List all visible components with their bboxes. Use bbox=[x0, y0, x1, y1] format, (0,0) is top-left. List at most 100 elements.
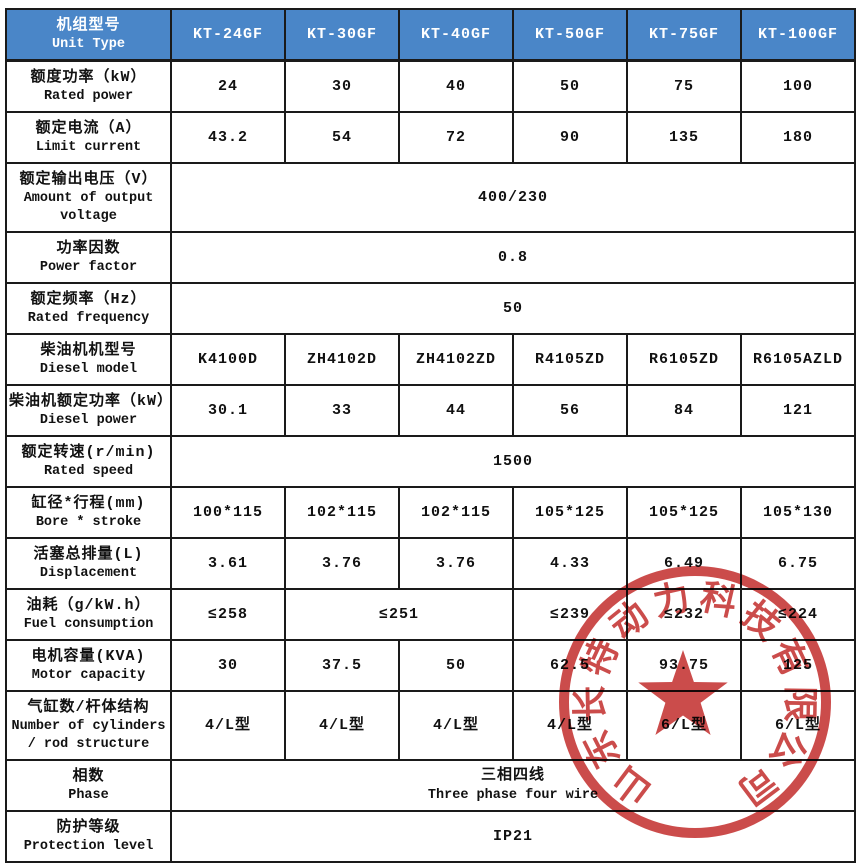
spec-cell: 93.75 bbox=[626, 639, 742, 692]
table-row: 柴油机额定功率（kW） Diesel power 30.1 33 44 56 84 121 bbox=[5, 384, 856, 437]
spec-value: 24 bbox=[217, 77, 238, 95]
row-label-en: Limit current bbox=[35, 140, 142, 155]
spec-value: 50 bbox=[445, 656, 466, 674]
spec-value: 40 bbox=[445, 77, 466, 95]
spec-cell: 180 bbox=[740, 111, 856, 164]
table-row: 防护等级 Protection level IP21 bbox=[5, 810, 856, 863]
spec-cell: 125 bbox=[740, 639, 856, 692]
spec-cell: ≤258 bbox=[170, 588, 286, 641]
spec-cell: ≤251 bbox=[284, 588, 514, 641]
header-model-kt-40gf: KT-40GF bbox=[398, 8, 514, 62]
row-label-en: Amount of output voltage bbox=[23, 191, 154, 224]
header-model-kt-30gf: KT-30GF bbox=[284, 8, 400, 62]
spec-value: IP21 bbox=[492, 827, 533, 845]
spec-cell: ZH4102D bbox=[284, 333, 400, 386]
spec-value: 6.75 bbox=[777, 554, 818, 572]
table-row: 额定输出电压（V） Amount of output voltage 400/230 bbox=[5, 162, 856, 233]
header-model-kt-100gf: KT-100GF bbox=[740, 8, 856, 62]
spec-value: 54 bbox=[331, 128, 352, 146]
spec-cell: 4/L型 bbox=[512, 690, 628, 761]
spec-cell: R6105ZD bbox=[626, 333, 742, 386]
spec-cell: 30 bbox=[284, 59, 400, 113]
spec-cell: R4105ZD bbox=[512, 333, 628, 386]
header-model-label: KT-75GF bbox=[648, 25, 719, 43]
spec-value: 0.8 bbox=[497, 248, 528, 266]
header-model-kt-75gf: KT-75GF bbox=[626, 8, 742, 62]
spec-cell: 75 bbox=[626, 59, 742, 113]
table-row: 额定电流（A） Limit current 43.2 54 72 90 135 180 bbox=[5, 111, 856, 164]
header-unit-type: 机组型号 Unit Type bbox=[5, 8, 172, 62]
spec-value: R4105ZD bbox=[534, 350, 605, 368]
table-row: 活塞总排量(L) Displacement 3.61 3.76 3.76 4.33 6.49… bbox=[5, 537, 856, 590]
row-label: 额定输出电压（V） Amount of output voltage bbox=[5, 162, 172, 233]
spec-value: 50 bbox=[502, 299, 523, 317]
table-row: 油耗（g/kW.h） Fuel consumption ≤258 ≤251 ≤239 ≤2… bbox=[5, 588, 856, 641]
spec-cell: 6/L型 bbox=[740, 690, 856, 761]
spec-value: 180 bbox=[782, 128, 813, 146]
spec-value: ZH4102ZD bbox=[415, 350, 496, 368]
spec-cell: 90 bbox=[512, 111, 628, 164]
row-label: 额定频率（Hz） Rated frequency bbox=[5, 282, 172, 335]
row-label-en: Number of cylinders / rod structure bbox=[11, 719, 166, 752]
spec-value: 56 bbox=[559, 401, 580, 419]
spec-cell: 4/L型 bbox=[170, 690, 286, 761]
row-label-en: Rated speed bbox=[43, 464, 134, 479]
spec-cell: 105*130 bbox=[740, 486, 856, 539]
spec-cell: 50 bbox=[398, 639, 514, 692]
spec-value: 3.76 bbox=[321, 554, 362, 572]
spec-value: 1500 bbox=[492, 452, 533, 470]
spec-value: 6.49 bbox=[663, 554, 704, 572]
spec-cell: 33 bbox=[284, 384, 400, 437]
spec-value: ≤224 bbox=[777, 605, 818, 623]
spec-cell: 3.76 bbox=[284, 537, 400, 590]
spec-value: 84 bbox=[673, 401, 694, 419]
spec-value: 37.5 bbox=[321, 656, 362, 674]
row-label-en: Rated frequency bbox=[27, 311, 150, 326]
row-label: 活塞总排量(L) Displacement bbox=[5, 537, 172, 590]
row-label: 柴油机额定功率（kW） Diesel power bbox=[5, 384, 172, 437]
spec-value: ≤258 bbox=[207, 605, 248, 623]
spec-cell: 400/230 bbox=[170, 162, 856, 233]
spec-value: 102*115 bbox=[420, 503, 491, 521]
header-model-label: KT-50GF bbox=[534, 25, 605, 43]
spec-cell: 6/L型 bbox=[626, 690, 742, 761]
spec-cell: 6.49 bbox=[626, 537, 742, 590]
spec-cell: 4/L型 bbox=[398, 690, 514, 761]
spec-value: 6/L型 bbox=[774, 716, 821, 734]
row-label-en: Diesel model bbox=[39, 362, 138, 377]
header-unit-type-zh: 机组型号 bbox=[56, 17, 121, 34]
spec-value: 75 bbox=[673, 77, 694, 95]
spec-cell: 50 bbox=[170, 282, 856, 335]
spec-value: K4100D bbox=[197, 350, 258, 368]
row-label-en: Bore * stroke bbox=[35, 515, 142, 530]
spec-value: 105*125 bbox=[534, 503, 605, 521]
spec-cell: 6.75 bbox=[740, 537, 856, 590]
table-row: 额定频率（Hz） Rated frequency 50 bbox=[5, 282, 856, 335]
spec-cell: 44 bbox=[398, 384, 514, 437]
spec-cell: 54 bbox=[284, 111, 400, 164]
spec-value: 6/L型 bbox=[660, 716, 707, 734]
spec-value: 3.61 bbox=[207, 554, 248, 572]
row-label-en: Protection level bbox=[23, 839, 154, 854]
spec-value: 50 bbox=[559, 77, 580, 95]
row-label: 油耗（g/kW.h） Fuel consumption bbox=[5, 588, 172, 641]
spec-cell: 4.33 bbox=[512, 537, 628, 590]
spec-value: 72 bbox=[445, 128, 466, 146]
row-label-zh: 活塞总排量(L) bbox=[33, 546, 144, 563]
spec-cell: 62.5 bbox=[512, 639, 628, 692]
spec-cell: 三相四线 Three phase four wire bbox=[170, 759, 856, 812]
header-model-kt-50gf: KT-50GF bbox=[512, 8, 628, 62]
spec-cell: 30.1 bbox=[170, 384, 286, 437]
spec-value: 30 bbox=[217, 656, 238, 674]
row-label-en: Motor capacity bbox=[31, 668, 146, 683]
spec-value: 125 bbox=[782, 656, 813, 674]
spec-value: 4/L型 bbox=[204, 716, 251, 734]
header-model-label: KT-40GF bbox=[420, 25, 491, 43]
spec-value: ≤251 bbox=[378, 605, 419, 623]
spec-value: 43.2 bbox=[207, 128, 248, 146]
row-label-zh: 柴油机机型号 bbox=[40, 342, 137, 359]
row-label-zh: 气缸数/杆体结构 bbox=[27, 699, 150, 716]
header-unit-type-en: Unit Type bbox=[52, 37, 125, 52]
spec-table: 机组型号 Unit Type KT-24GF KT-30GF KT-40GF KT-5… bbox=[5, 8, 856, 863]
row-label-zh: 额度功率（kW） bbox=[30, 69, 147, 86]
